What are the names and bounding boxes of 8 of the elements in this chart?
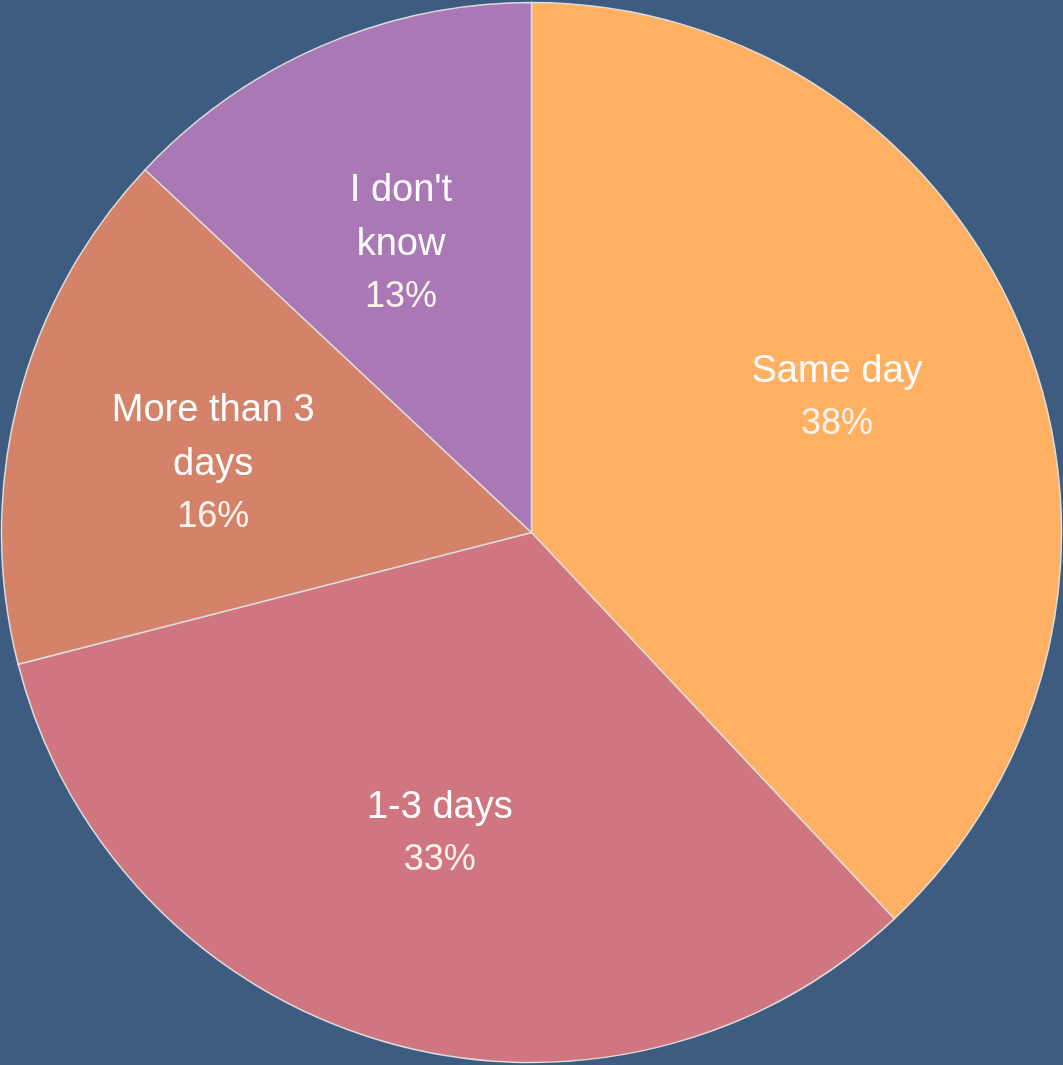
data-label: 13% [364, 273, 438, 315]
data-label: 38% [800, 400, 874, 442]
slice-label: Same day [751, 347, 923, 390]
data-label: 16% [177, 493, 250, 535]
slice-label: I don't know [349, 166, 453, 263]
slice-label: 1-3 days [366, 784, 513, 827]
slice-label: More than 3 days [111, 386, 315, 483]
data-label: 33% [403, 837, 476, 879]
